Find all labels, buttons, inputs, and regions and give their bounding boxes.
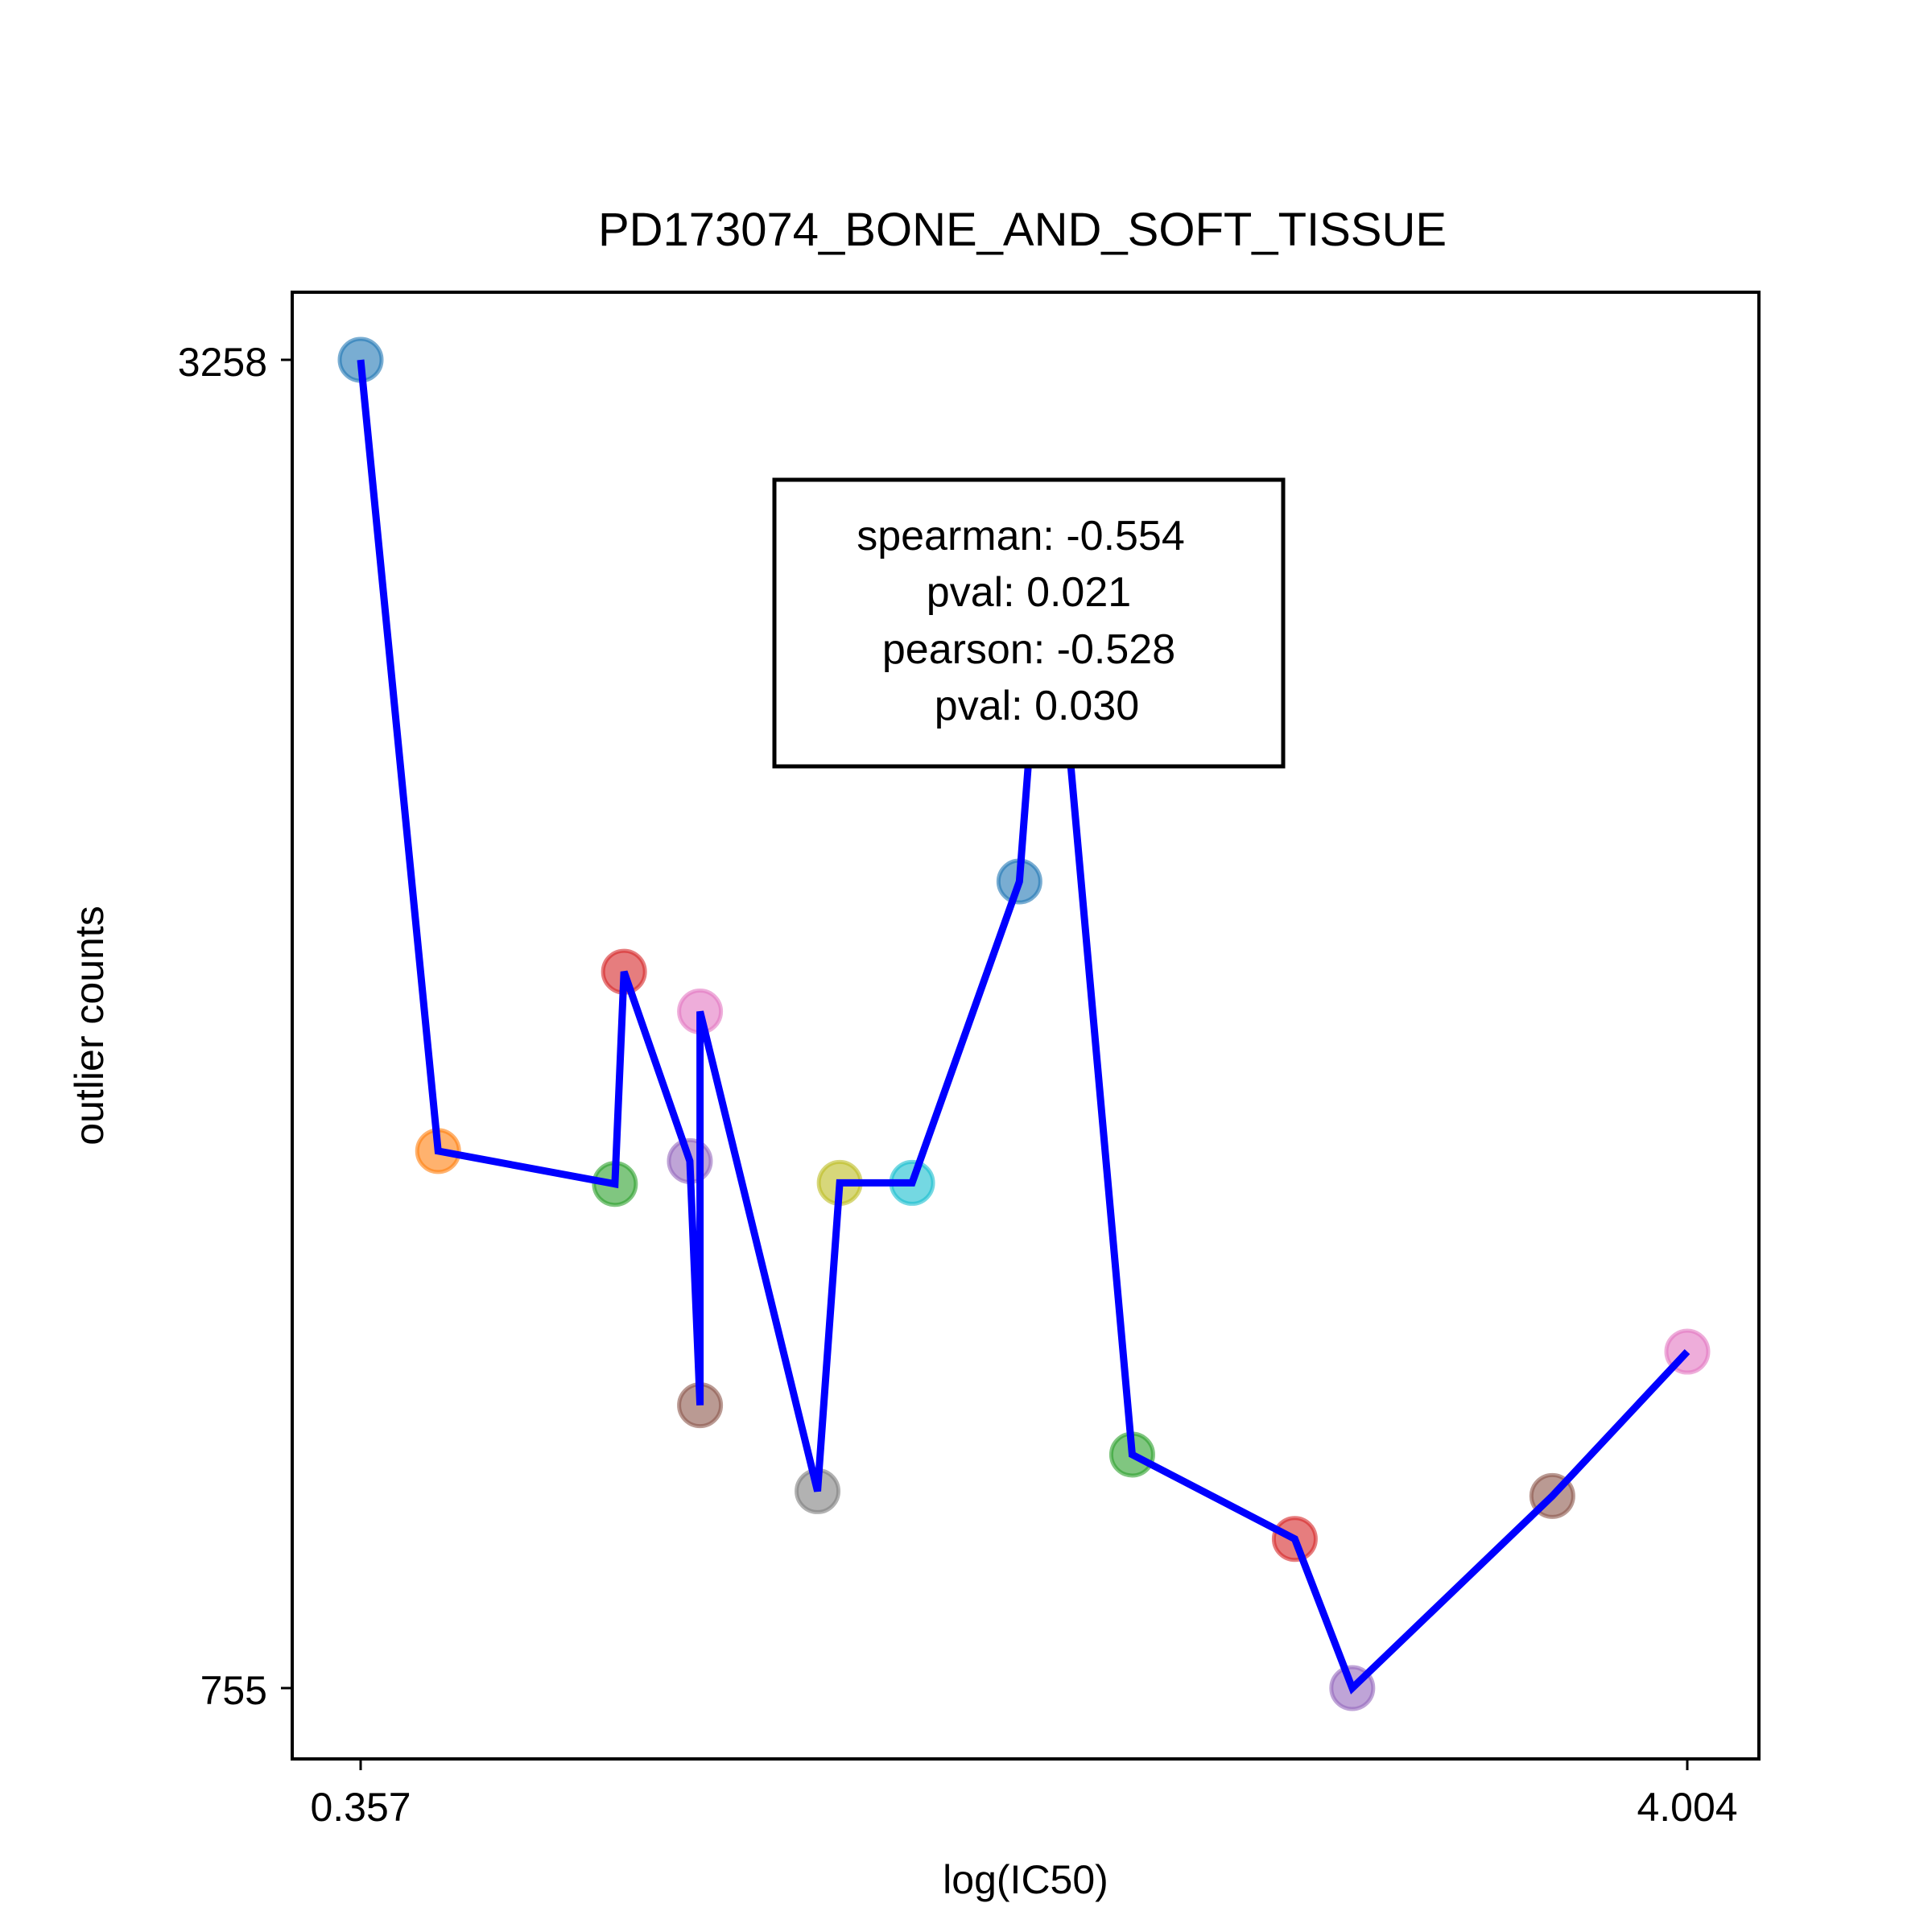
stats-annotation-box (772, 477, 1286, 769)
x-axis-label: log(IC50) (943, 1857, 1108, 1902)
y-axis-label: outlier counts (67, 906, 112, 1145)
stats-line-pearson-pval: pval: 0.030 (935, 683, 1139, 729)
stats-line-spearman-pval: pval: 0.021 (927, 569, 1131, 616)
plot-area (337, 336, 1711, 1711)
x-tick-label-right: 4.004 (1637, 1785, 1737, 1830)
plot-frame (291, 291, 1761, 1761)
x-axis: 0.357 4.004 log(IC50) (310, 1759, 1738, 1902)
data-marks (337, 336, 1711, 1711)
series-line (357, 359, 1690, 1695)
y-tick-label-top: 3258 (178, 340, 267, 385)
chart-title: PD173074_BONE_AND_SOFT_TISSUE (598, 204, 1447, 256)
stats-line-spearman: spearman: -0.554 (857, 513, 1185, 559)
y-tick-label-bottom: 755 (200, 1668, 267, 1713)
stats-annotation: spearman: -0.554 pval: 0.021 pearson: -0… (772, 477, 1286, 769)
y-axis: 3258 755 outlier counts (67, 340, 292, 1713)
stats-line-pearson: pearson: -0.528 (882, 626, 1175, 673)
x-tick-label-left: 0.357 (310, 1785, 411, 1830)
